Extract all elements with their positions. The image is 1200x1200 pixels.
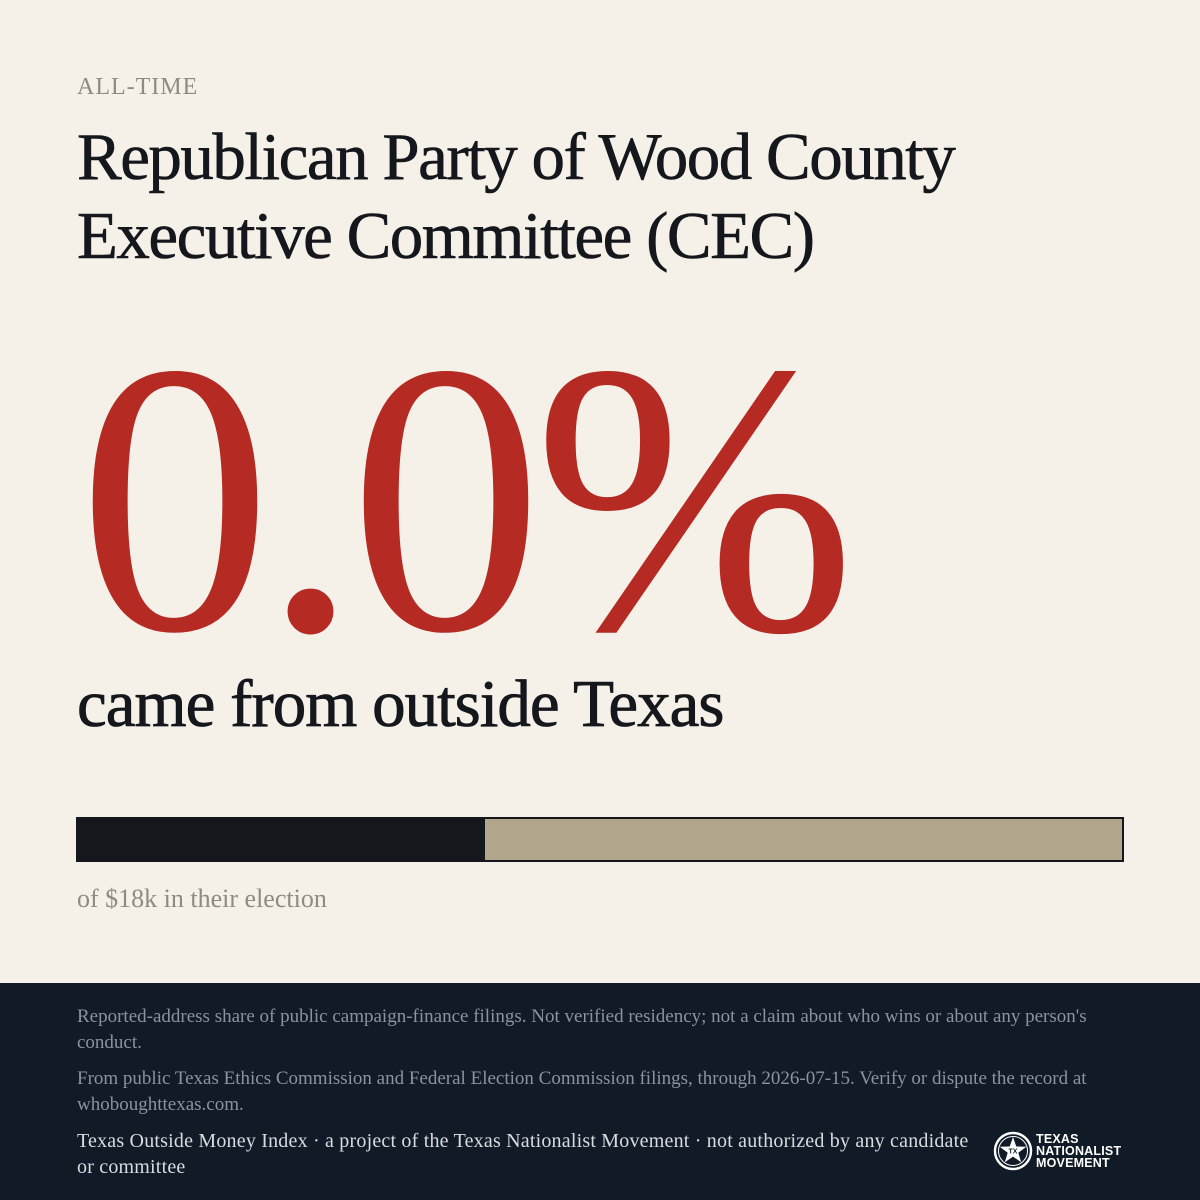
logo-line-2: NATIONALIST [1036,1144,1122,1158]
star-seal-icon: TX [993,1131,1033,1171]
percent-description: came from outside Texas [77,667,725,742]
source-text: From public Texas Ethics Commission and … [77,1068,1087,1115]
logo-line-1: TEXAS [1036,1132,1079,1146]
share-bar-fill [78,819,486,860]
tnm-logo: TX TEXAS NATIONALIST MOVEMENT [993,1131,1121,1171]
svg-text:TX: TX [1009,1149,1018,1156]
bar-caption: of $18k in their election [77,884,327,913]
logo-line-3: MOVEMENT [1036,1156,1110,1170]
page-title: Republican Party of Wood County Executiv… [77,120,956,274]
timeframe-label: ALL-TIME [77,74,199,100]
outside-money-percent: 0.0% [78,283,856,713]
disclaimer-text: Reported-address share of public campaig… [77,1006,1087,1053]
attribution-text: Texas Outside Money Index · a project of… [77,1130,969,1178]
share-bar [76,817,1124,862]
